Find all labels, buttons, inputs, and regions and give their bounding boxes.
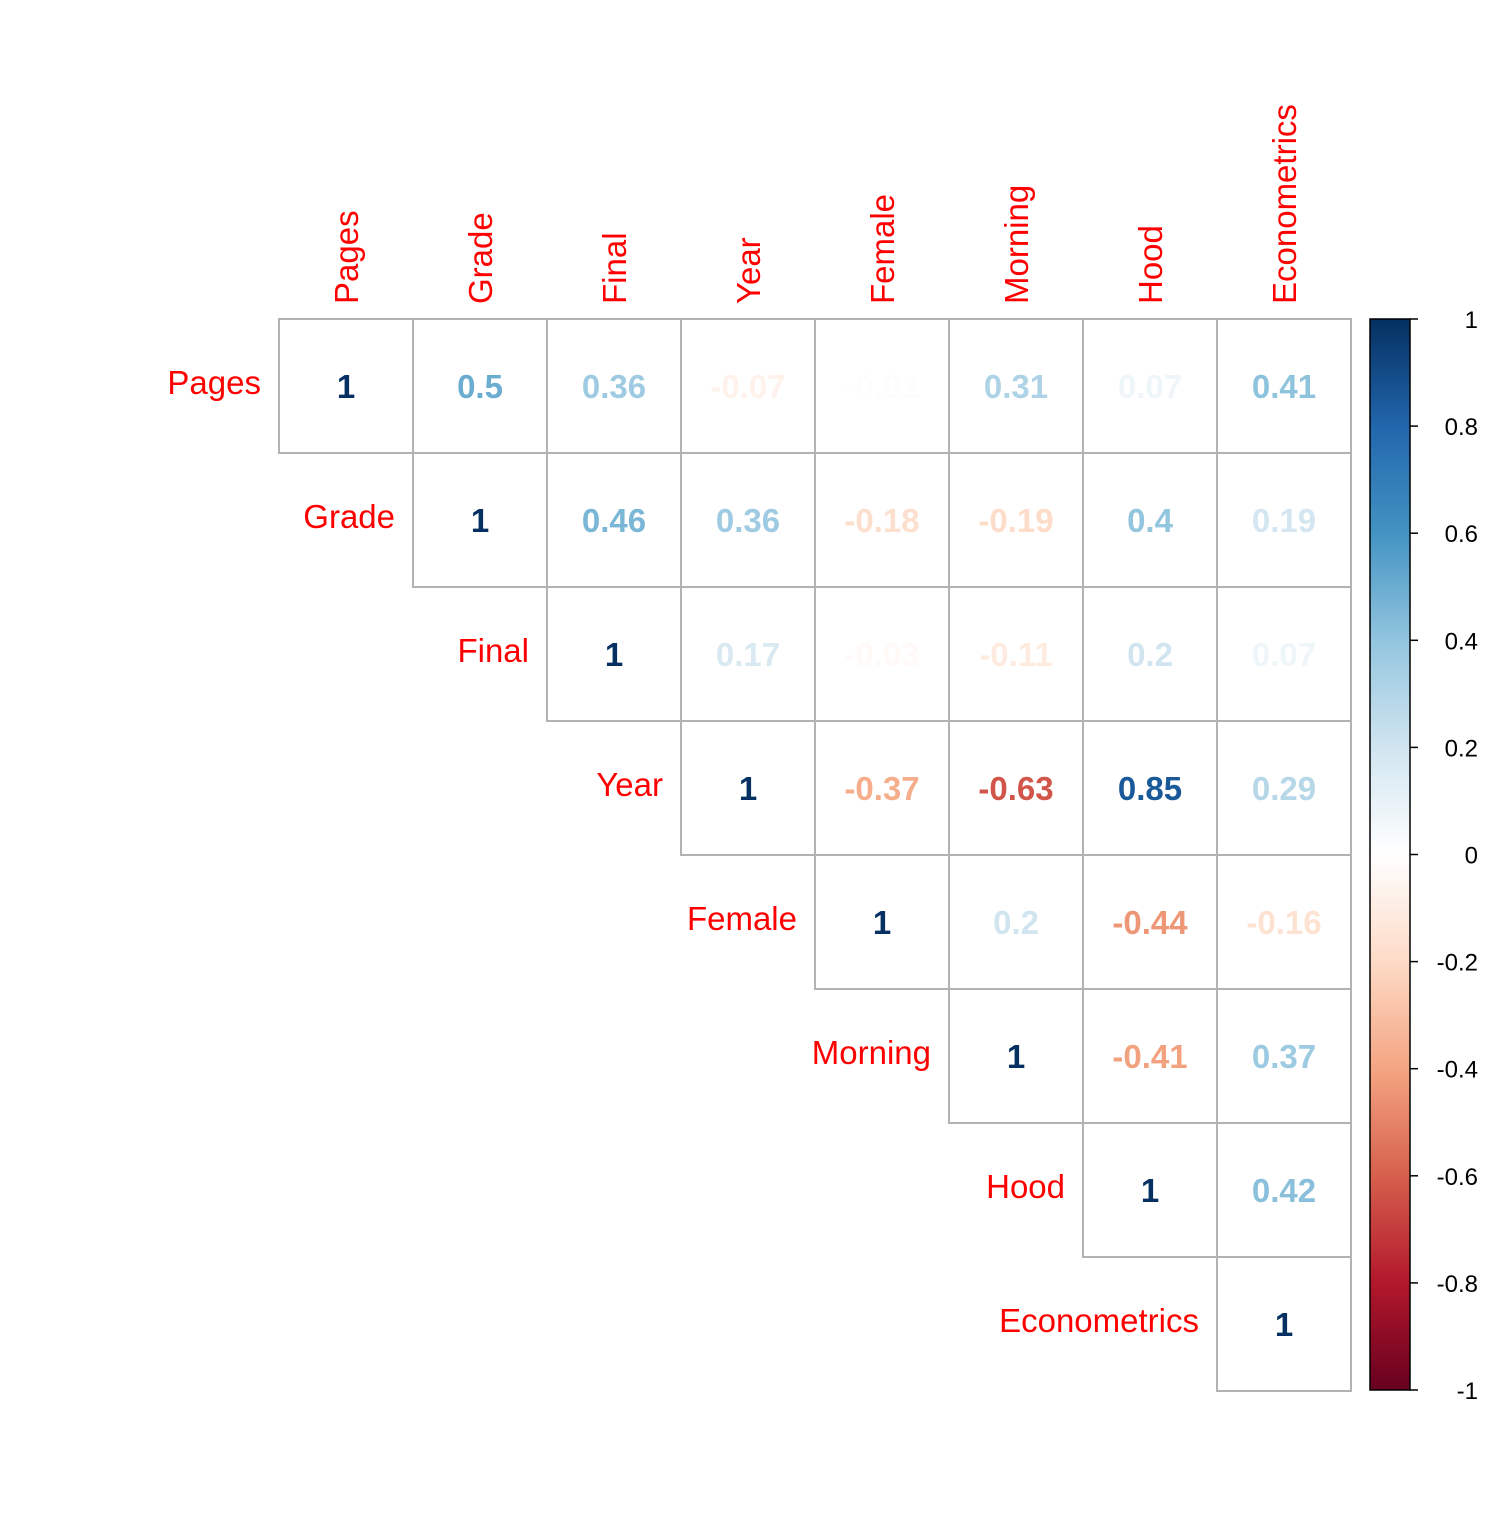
cell-value-pages-pages: 1 (337, 368, 355, 405)
cell-value-final-morning: -0.11 (979, 636, 1052, 673)
colorbar-tick-label: -0.8 (1437, 1271, 1478, 1298)
cell-value-grade-final: 0.46 (582, 502, 646, 539)
row-label-female: Female (687, 900, 797, 937)
col-label-econometrics: Econometrics (1266, 104, 1303, 304)
colorbar-tick-label: 0.8 (1445, 414, 1478, 441)
cell-value-final-hood: 0.2 (1127, 636, 1173, 673)
cell-value-grade-morning: -0.19 (978, 502, 1053, 539)
row-label-morning: Morning (812, 1034, 931, 1071)
col-label-year: Year (730, 237, 767, 304)
colorbar-tick-label: 0 (1465, 843, 1478, 870)
colorbar-tick-label: 1 (1465, 307, 1478, 334)
cell-grade-female (814, 452, 950, 588)
cell-hood-hood (1082, 1122, 1218, 1258)
cell-female-morning (948, 854, 1084, 990)
cell-year-hood (1082, 720, 1218, 856)
cell-econometrics-econometrics (1216, 1256, 1352, 1392)
cell-pages-year (680, 318, 816, 454)
cell-final-hood (1082, 586, 1218, 722)
cell-value-female-female: 1 (873, 904, 891, 941)
colorbar-tick-label: 0.6 (1445, 521, 1478, 548)
cell-pages-morning (948, 318, 1084, 454)
cell-value-morning-econometrics: 0.37 (1252, 1038, 1316, 1075)
cell-value-hood-hood: 1 (1141, 1172, 1159, 1209)
cell-female-female (814, 854, 950, 990)
cell-value-grade-econometrics: 0.19 (1252, 502, 1316, 539)
cell-value-female-morning: 0.2 (993, 904, 1039, 941)
cell-value-pages-female: -0.01 (844, 368, 919, 405)
cell-grade-econometrics (1216, 452, 1352, 588)
cell-value-pages-econometrics: 0.41 (1252, 368, 1316, 405)
cell-grade-final (546, 452, 682, 588)
col-label-female: Female (864, 194, 901, 304)
colorbar-tick-label: -0.6 (1437, 1164, 1478, 1191)
colorbar-tick-label: -0.4 (1437, 1057, 1478, 1084)
cell-value-final-final: 1 (605, 636, 623, 673)
cell-value-female-econometrics: -0.16 (1246, 904, 1321, 941)
cell-final-econometrics (1216, 586, 1352, 722)
row-label-grade: Grade (303, 498, 395, 535)
cell-pages-final (546, 318, 682, 454)
cell-grade-hood (1082, 452, 1218, 588)
cell-value-year-hood: 0.85 (1118, 770, 1182, 807)
cell-value-grade-year: 0.36 (716, 502, 780, 539)
cell-value-year-year: 1 (739, 770, 757, 807)
cell-value-hood-econometrics: 0.42 (1252, 1172, 1316, 1209)
cell-morning-morning (948, 988, 1084, 1124)
cell-value-female-hood: -0.44 (1112, 904, 1188, 941)
cell-pages-pages (278, 318, 414, 454)
cell-value-final-econometrics: 0.07 (1252, 636, 1316, 673)
cell-pages-grade (412, 318, 548, 454)
cell-value-year-morning: -0.63 (978, 770, 1053, 807)
cell-pages-econometrics (1216, 318, 1352, 454)
colorbar (1369, 318, 1411, 1391)
col-label-hood: Hood (1132, 225, 1169, 304)
cell-final-year (680, 586, 816, 722)
row-label-year: Year (596, 766, 663, 803)
colorbar-tick-label: -1 (1457, 1378, 1478, 1405)
cell-value-econometrics-econometrics: 1 (1275, 1306, 1293, 1343)
cell-grade-grade (412, 452, 548, 588)
cell-female-econometrics (1216, 854, 1352, 990)
cell-value-year-female: -0.37 (844, 770, 919, 807)
cell-value-pages-final: 0.36 (582, 368, 646, 405)
cell-value-morning-morning: 1 (1007, 1038, 1025, 1075)
cell-value-grade-grade: 1 (471, 502, 489, 539)
col-label-morning: Morning (998, 185, 1035, 304)
cell-value-pages-grade: 0.5 (457, 368, 503, 405)
cell-value-pages-year: -0.07 (710, 368, 785, 405)
cell-value-grade-hood: 0.4 (1127, 502, 1174, 539)
col-label-final: Final (596, 232, 633, 304)
cell-year-econometrics (1216, 720, 1352, 856)
cell-year-year (680, 720, 816, 856)
col-label-grade: Grade (462, 212, 499, 304)
cell-final-female (814, 586, 950, 722)
cell-final-morning (948, 586, 1084, 722)
cell-year-female (814, 720, 950, 856)
cell-morning-econometrics (1216, 988, 1352, 1124)
cell-final-final (546, 586, 682, 722)
cell-female-hood (1082, 854, 1218, 990)
colorbar-tick-label: 0.2 (1445, 735, 1478, 762)
colorbar-tick-label: -0.2 (1437, 950, 1478, 977)
row-label-hood: Hood (986, 1168, 1065, 1205)
row-label-final: Final (457, 632, 529, 669)
row-label-pages: Pages (167, 364, 261, 401)
cell-value-morning-hood: -0.41 (1112, 1038, 1187, 1075)
col-label-pages: Pages (328, 210, 365, 304)
cell-value-pages-morning: 0.31 (984, 368, 1048, 405)
cell-value-final-year: 0.17 (716, 636, 780, 673)
cell-value-pages-hood: 0.07 (1118, 368, 1182, 405)
cell-value-grade-female: -0.18 (844, 502, 919, 539)
colorbar-tick-label: 0.4 (1445, 628, 1478, 655)
row-label-econometrics: Econometrics (999, 1302, 1199, 1339)
cell-value-year-econometrics: 0.29 (1252, 770, 1316, 807)
cell-value-final-female: -0.03 (844, 636, 919, 673)
